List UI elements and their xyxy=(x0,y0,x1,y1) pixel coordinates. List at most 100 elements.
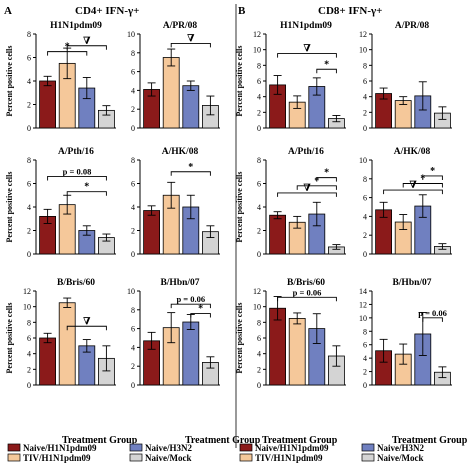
error-bar xyxy=(379,201,388,218)
error-bar xyxy=(43,332,52,344)
y-tick-label: 4 xyxy=(257,350,261,359)
y-tick-label: 0 xyxy=(131,381,135,390)
legend-swatch xyxy=(239,453,253,462)
legend-label: Naive/H1N1pdm09 xyxy=(23,443,97,453)
significance-label: ∇ xyxy=(303,44,311,55)
chart-panel-2: A/PR/08 0 2 4 6 8 10 ∇ xyxy=(127,21,220,133)
legend-swatch xyxy=(129,443,143,452)
error-bar xyxy=(167,181,176,209)
y-tick-label: 2 xyxy=(257,227,261,236)
legend-swatch xyxy=(239,443,253,452)
y-tick-label: 6 xyxy=(131,325,135,334)
axis-titles: Treatment Group Treatment Group Treatmen… xyxy=(62,435,468,446)
legend-label: Naive/H3N2 xyxy=(145,443,192,453)
chart-panel-11: B/Bris/60 Percent positive cells 0 2 4 6 8 10 12… xyxy=(235,278,346,390)
y-tick-label: 0 xyxy=(257,124,261,133)
significance-label: p = 0.08 xyxy=(63,166,92,176)
panel-title: A/HK/08 xyxy=(162,147,199,157)
significance-bracket xyxy=(66,325,107,331)
section-b-letter: B xyxy=(238,5,246,17)
bar-group-1 xyxy=(39,80,56,129)
y-tick-label: 0 xyxy=(131,124,135,133)
error-bar xyxy=(399,343,408,365)
legend-label: Naive/H1N1pdm09 xyxy=(255,443,329,453)
chart-panel-4: A/PR/08 0 2 4 6 8 10 12 xyxy=(359,21,452,133)
chart-panel-10: B/Hbn/07 0 2 4 6 8 10 p = 0.06* xyxy=(127,278,220,390)
significance-bracket xyxy=(277,296,337,302)
error-bar xyxy=(82,225,91,236)
y-tick-label: 2 xyxy=(131,362,135,371)
error-bar xyxy=(332,115,341,123)
panel-title: B/Bris/60 xyxy=(57,278,95,288)
error-bar xyxy=(82,339,91,353)
y-tick-label: 2 xyxy=(257,365,261,374)
error-bar xyxy=(312,313,321,344)
y-tick-label: 4 xyxy=(257,203,261,212)
y-tick-label: 4 xyxy=(363,354,367,363)
y-tick-label: 0 xyxy=(27,124,31,133)
legend-swatch xyxy=(361,443,375,452)
legend-label: Naive/Mock xyxy=(377,453,424,463)
panel-title: A/PR/08 xyxy=(395,21,430,31)
error-bar xyxy=(293,312,302,325)
section-b-title: CD8+ IFN-γ+ xyxy=(318,5,382,17)
y-tick-label: 2 xyxy=(27,227,31,236)
significance-label: ∇ xyxy=(83,316,91,327)
y-tick-label: 8 xyxy=(363,175,367,184)
error-bar xyxy=(206,356,215,369)
significance-bracket xyxy=(422,317,443,322)
legend-item: TIV/H1N1pdm09 xyxy=(239,453,323,463)
panel-title: A/Pth/16 xyxy=(288,147,324,157)
y-tick-label: 6 xyxy=(363,77,367,86)
error-bar xyxy=(186,80,195,91)
y-tick-label: 12 xyxy=(253,30,261,39)
y-axis-title: Percent positive cells xyxy=(5,303,14,374)
y-tick-label: 2 xyxy=(363,108,367,117)
section-a-title: CD4+ IFN-γ+ xyxy=(75,5,139,17)
y-tick-label: 2 xyxy=(257,108,261,117)
y-axis-title: Percent positive cells xyxy=(235,172,244,243)
legend-item: Naive/H3N2 xyxy=(361,443,424,453)
y-tick-label: 8 xyxy=(131,49,135,58)
legend-swatch xyxy=(7,453,21,462)
y-tick-label: 8 xyxy=(27,30,31,39)
significance-bracket xyxy=(277,53,337,58)
legend-item: TIV/H1N1pdm09 xyxy=(7,453,91,463)
error-bar xyxy=(167,312,176,344)
y-tick-label: 8 xyxy=(363,327,367,336)
error-bar xyxy=(206,95,215,116)
y-tick-label: 6 xyxy=(363,341,367,350)
y-tick-label: 4 xyxy=(27,203,31,212)
error-bar xyxy=(43,75,52,87)
significance-bracket xyxy=(316,177,337,182)
significance-label: * xyxy=(198,304,203,315)
y-tick-label: 8 xyxy=(131,306,135,315)
significance-label: ∇ xyxy=(303,183,311,194)
y-tick-label: 12 xyxy=(23,287,31,296)
significance-bracket xyxy=(296,185,337,190)
y-tick-label: 10 xyxy=(253,303,261,312)
significance-bracket xyxy=(47,176,107,181)
legend-item: Naive/H3N2 xyxy=(129,443,192,453)
significance-bracket xyxy=(277,192,337,197)
section-a-letter: A xyxy=(4,5,12,17)
legend-label: TIV/H1N1pdm09 xyxy=(23,453,91,463)
error-bar xyxy=(438,366,447,379)
significance-label: * xyxy=(188,162,193,173)
legend-b: Naive/H1N1pdm09 Naive/H3N2 TIV/H1N1pdm09 Na… xyxy=(239,443,424,463)
y-tick-label: 0 xyxy=(257,250,261,259)
y-axis-title: Percent positive cells xyxy=(235,303,244,374)
legend-item: Naive/H1N1pdm09 xyxy=(239,443,329,453)
y-tick-label: 10 xyxy=(359,46,367,55)
y-tick-label: 10 xyxy=(359,314,367,323)
legend-item: Naive/H1N1pdm09 xyxy=(7,443,97,453)
error-bar xyxy=(312,201,321,227)
significance-bracket xyxy=(316,68,337,74)
y-tick-label: 6 xyxy=(257,334,261,343)
x-axis-title-right: Treatment Group xyxy=(185,435,261,446)
y-tick-label: 8 xyxy=(27,156,31,165)
chart-panel-9: B/Bris/60 Percent positive cells 0 2 4 6 8 10 12… xyxy=(5,278,116,390)
